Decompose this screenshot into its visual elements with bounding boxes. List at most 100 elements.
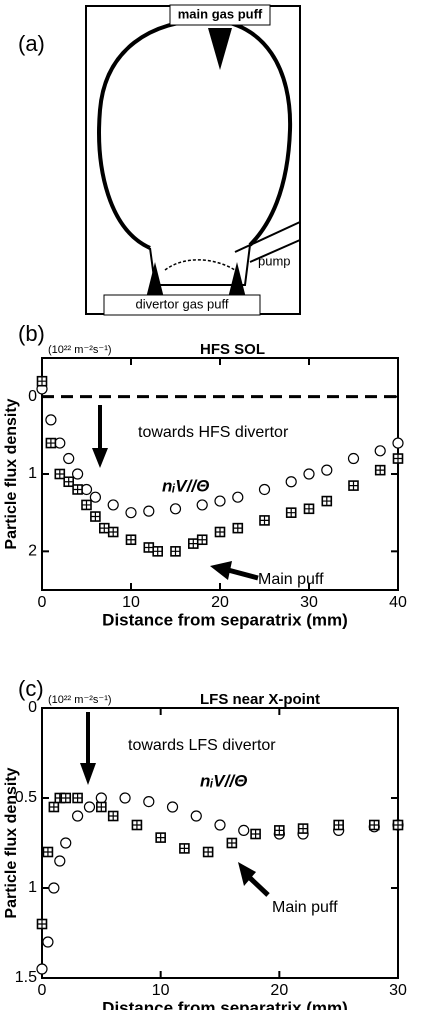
point-cross xyxy=(215,527,225,537)
point xyxy=(143,542,155,553)
chart: (c) (10²² m⁻²s⁻¹) LFS near X-point towards … xyxy=(3,676,407,1010)
point-cross xyxy=(82,500,91,510)
point xyxy=(232,491,244,503)
x-tick-label: 40 xyxy=(389,594,407,611)
point-cross xyxy=(108,527,118,537)
point xyxy=(374,445,386,457)
x-tick-label: 0 xyxy=(38,982,47,999)
point xyxy=(170,546,181,557)
x-tick-label: 10 xyxy=(152,982,170,999)
divertor xyxy=(149,244,251,286)
point-cross xyxy=(334,820,344,830)
diagram: (a) main gas puff pump divertor gas puff xyxy=(18,4,301,316)
point xyxy=(274,825,285,836)
y-tick-label: 0.5 xyxy=(15,789,37,806)
plot-frame xyxy=(41,707,399,979)
annotation: nᵢV//Θ xyxy=(162,476,209,495)
point-cross xyxy=(61,793,71,803)
point xyxy=(36,375,48,387)
point xyxy=(107,526,119,538)
point-cross xyxy=(260,515,269,525)
point xyxy=(45,414,57,426)
x-tick-label: 10 xyxy=(122,594,140,611)
point xyxy=(374,464,386,476)
point xyxy=(131,819,143,831)
point xyxy=(392,453,404,464)
annotation: Main puff xyxy=(258,571,324,588)
annotation: (10²² m⁻²s⁻¹) xyxy=(48,344,112,356)
point xyxy=(166,801,179,813)
point-cross xyxy=(55,469,65,479)
arrow-head xyxy=(92,448,108,468)
x-tick-label: 30 xyxy=(300,594,318,611)
point xyxy=(347,452,360,465)
point xyxy=(214,819,226,831)
arrow xyxy=(248,876,270,897)
point-cross xyxy=(304,504,314,514)
point-cross xyxy=(375,465,385,475)
annotation: HFS SOL xyxy=(200,341,265,358)
arrows xyxy=(80,405,270,897)
point xyxy=(368,819,380,831)
arrow-head xyxy=(80,763,96,785)
point-cross xyxy=(108,811,118,821)
point xyxy=(71,810,84,822)
point xyxy=(63,452,75,465)
point-cross xyxy=(64,477,74,487)
point-cross xyxy=(37,376,47,386)
y-tick-label: 1.5 xyxy=(15,969,37,986)
chart: (b)(10²² m⁻²s⁻¹) HFS SOL towards HFS diver… xyxy=(3,321,407,630)
point-cross xyxy=(156,833,166,843)
point xyxy=(179,843,190,854)
x-tick-label: 20 xyxy=(270,982,288,999)
point xyxy=(232,522,244,534)
point xyxy=(259,515,270,526)
point xyxy=(226,837,238,849)
point-cross xyxy=(322,496,332,506)
point xyxy=(297,823,309,834)
annotation: towards HFS divertor xyxy=(138,424,289,441)
diagram-label: pump xyxy=(258,253,291,268)
point xyxy=(152,546,163,557)
point xyxy=(155,832,166,843)
point xyxy=(42,846,54,858)
point-cross xyxy=(298,824,308,834)
point-cross xyxy=(96,802,106,812)
point xyxy=(72,792,83,804)
y-tick-label: 2 xyxy=(28,543,37,560)
point xyxy=(285,476,297,488)
point-cross xyxy=(393,820,403,830)
point xyxy=(54,437,66,449)
plot-frame xyxy=(41,357,399,591)
point xyxy=(72,484,83,495)
point xyxy=(392,819,404,831)
x-tick-label: 0 xyxy=(38,594,47,611)
point xyxy=(80,483,93,496)
puff-arrow xyxy=(146,262,164,298)
point xyxy=(188,538,199,549)
point xyxy=(250,828,261,840)
point xyxy=(48,882,60,894)
point xyxy=(60,792,72,804)
panel-label: (a) xyxy=(18,31,45,56)
point xyxy=(214,495,226,507)
puff-arrow xyxy=(208,28,232,70)
point xyxy=(54,855,66,867)
point xyxy=(392,437,404,449)
point xyxy=(190,810,202,822)
point xyxy=(89,491,102,503)
point xyxy=(202,846,214,858)
point xyxy=(303,503,315,515)
point-cross xyxy=(144,542,154,552)
point xyxy=(83,801,96,813)
point xyxy=(36,963,48,975)
point-cross xyxy=(73,484,83,494)
annotation: Main puff xyxy=(272,899,338,916)
point xyxy=(169,503,182,515)
x-tick-label: 20 xyxy=(211,594,229,611)
point xyxy=(214,526,226,538)
point xyxy=(333,819,344,831)
y-tick-label: 0 xyxy=(28,699,37,716)
point xyxy=(36,918,48,930)
puff-arrow xyxy=(228,262,246,298)
